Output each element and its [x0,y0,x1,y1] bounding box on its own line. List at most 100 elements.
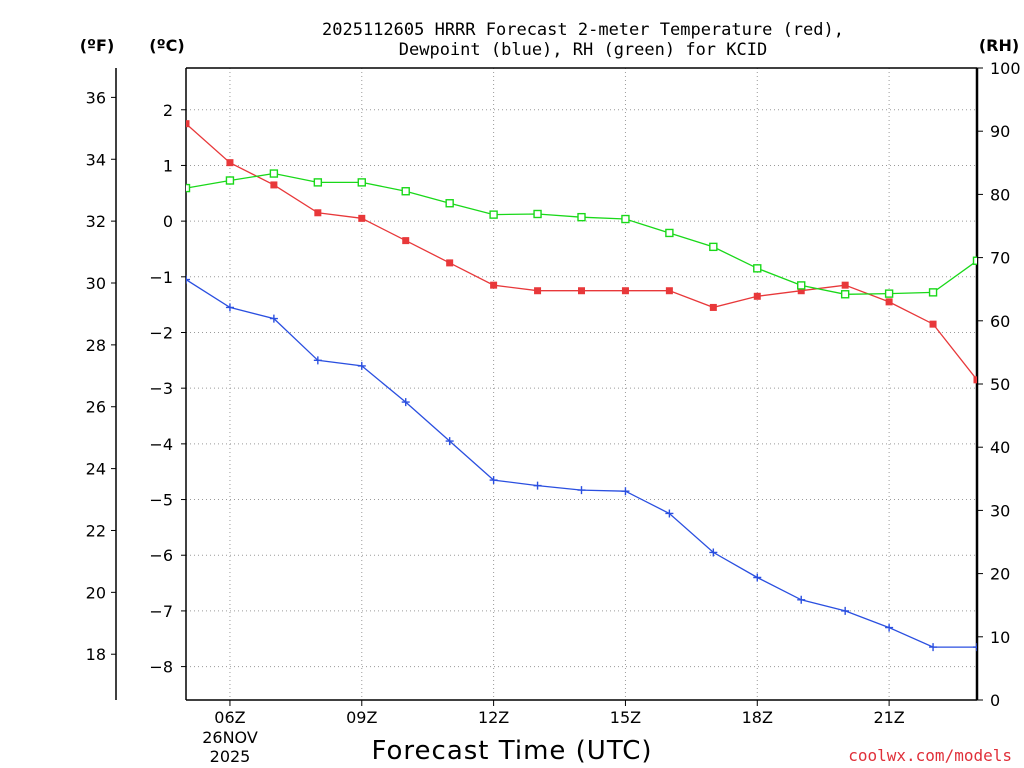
celsius-tick-label: −6 [149,546,173,565]
dewpoint-point [445,437,454,446]
temperature-point [186,120,190,128]
temperature-point [753,292,761,300]
axes: 06Z 09Z 12Z 15Z 18Z 21Z210−1−2−3−4−5−6−7−8363… [86,59,1021,727]
dewpoint-point [533,481,542,490]
dewpoint-point [841,606,850,615]
rh-point [401,187,410,196]
x-axis-title: Forecast Time (UTC) [371,736,652,766]
celsius-tick-label: 1 [163,156,173,175]
rh-tick-label: 80 [990,185,1010,204]
dewpoint-point [186,275,190,284]
rh-tick-label: 20 [990,565,1010,584]
temperature-point [490,281,498,289]
data-series [186,120,977,652]
rh-tick-label: 100 [990,59,1021,78]
rh-tick-label: 30 [990,501,1010,520]
rh-point [884,289,894,298]
temperature-point [226,159,234,167]
temperature-line [186,123,977,381]
rh-point [313,178,323,187]
dewpoint-line [186,279,977,648]
dewpoint-point [225,303,234,312]
rh-point [186,183,191,193]
temperature-point [446,259,454,267]
temperature-point [973,376,977,384]
dewpoint-point [885,623,894,632]
temperature-point [665,287,673,295]
fahrenheit-tick-label: 22 [86,521,106,540]
temperature-point [621,287,629,295]
x-tick-label: 18Z [742,708,773,727]
celsius-tick-label: −4 [149,435,173,454]
temperature-point [578,287,585,295]
celsius-tick-label: −3 [149,379,173,398]
rh-point [269,169,279,178]
fahrenheit-tick-label: 18 [86,645,106,664]
rh-unit-label: (RH) [979,36,1019,55]
x-tick-label: 15Z [610,708,641,727]
temperature-point [709,303,717,311]
x-tick-label: 06Z [214,708,245,727]
fahrenheit-tick-label: 30 [86,274,106,293]
grid-lines [186,68,977,700]
rh-tick-label: 60 [990,312,1010,331]
credit-text: coolwx.com/models [848,746,1012,765]
rh-tick-label: 40 [990,438,1010,457]
fahrenheit-tick-label: 28 [86,336,106,355]
dewpoint-point [665,509,674,518]
x-tick-label: 09Z [346,708,377,727]
temperature-point [929,320,937,328]
dewpoint-point [929,643,938,652]
fahrenheit-tick-label: 20 [86,583,106,602]
celsius-tick-label: −2 [149,323,173,342]
fahrenheit-tick-label: 34 [86,150,106,169]
celsius-tick-label: 0 [163,212,173,231]
rh-point [445,199,454,208]
temperature-point [534,287,542,295]
rh-point [797,281,806,290]
rh-point [621,214,630,224]
fahrenheit-tick-label: 36 [86,88,106,107]
rh-point [972,256,977,265]
dewpoint-point [313,356,322,365]
rh-point [225,176,235,185]
rh-point [577,212,586,222]
x-tick-label: 21Z [873,708,904,727]
celsius-tick-label: −7 [149,602,173,621]
rh-point [533,209,542,219]
x-tick-label: 12Z [478,708,509,727]
date-label-year: 2025 [210,747,251,766]
temperature-point [885,298,893,306]
temperature-point [314,209,322,217]
dewpoint-point [577,486,586,495]
dewpoint-point [357,361,366,370]
celsius-tick-label: −5 [149,491,173,510]
fahrenheit-tick-label: 24 [86,460,106,479]
dewpoint-point [709,548,718,557]
date-label-day: 26NOV [202,728,258,747]
chart-title-line-2: Dewpoint (blue), RH (green) for KCID [399,40,767,60]
dewpoint-point [489,476,498,485]
temperature-point [841,281,849,289]
rh-point [709,242,718,252]
dewpoint-point [973,643,977,652]
rh-tick-label: 70 [990,249,1010,268]
chart-title-line-1: 2025112605 HRRR Forecast 2-meter Tempera… [322,20,844,40]
rh-point [489,210,498,219]
celsius-unit-label: (ºC) [149,36,184,55]
fahrenheit-tick-label: 26 [86,398,106,417]
temperature-point [797,287,805,295]
dewpoint-point [401,398,410,407]
dewpoint-point [797,595,806,604]
temperature-point [270,181,278,189]
celsius-tick-label: −8 [149,658,173,677]
fahrenheit-unit-label: (ºF) [80,36,115,55]
celsius-tick-label: −1 [149,268,173,287]
rh-line [186,172,977,295]
rh-point [665,228,674,238]
temperature-point [358,214,366,222]
dewpoint-point [621,487,630,496]
dewpoint-point [269,314,278,323]
rh-point [928,288,938,297]
